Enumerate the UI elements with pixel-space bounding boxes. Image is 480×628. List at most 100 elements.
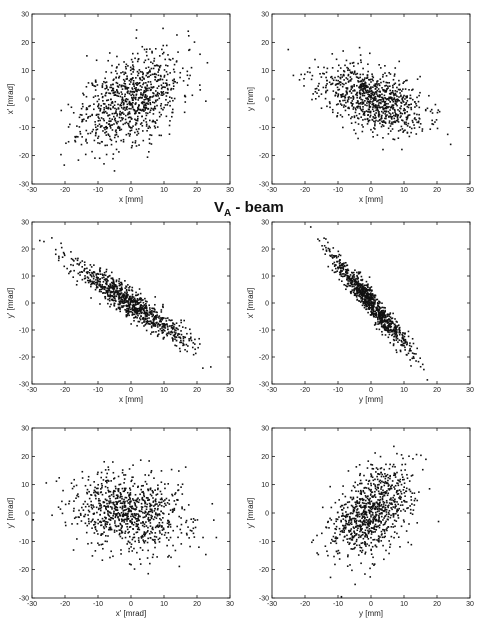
scatter-point (388, 509, 391, 512)
scatter-point (418, 113, 420, 116)
scatter-point (104, 77, 106, 80)
scatter-point (135, 513, 138, 515)
scatter-point (378, 315, 380, 318)
scatter-point (367, 300, 370, 302)
scatter-point (370, 95, 373, 97)
scatter-point (118, 129, 121, 131)
scatter-point (384, 101, 386, 103)
scatter-point (110, 98, 112, 101)
scatter-point (360, 80, 363, 82)
scatter-point (126, 514, 128, 516)
scatter-point (377, 318, 379, 321)
scatter-point (140, 488, 142, 491)
scatter-point (371, 289, 373, 292)
scatter-point (360, 275, 363, 278)
scatter-point (121, 93, 123, 95)
scatter-point (378, 115, 380, 118)
scatter-point (158, 55, 161, 57)
scatter-point (399, 504, 402, 507)
scatter-point (366, 89, 369, 92)
scatter-point (198, 546, 200, 549)
scatter-point (156, 556, 158, 558)
scatter-point (372, 106, 374, 109)
scatter-point (78, 509, 80, 512)
scatter-point (185, 521, 187, 524)
scatter-point (121, 295, 123, 298)
scatter-point (89, 274, 92, 276)
scatter-point (98, 280, 100, 283)
scatter-point (103, 505, 105, 507)
scatter-point (111, 287, 114, 290)
scatter-point (38, 239, 41, 242)
scatter-point (139, 558, 141, 560)
scatter-point (381, 319, 384, 322)
scatter-point (128, 550, 130, 553)
scatter-point (114, 497, 117, 500)
scatter-point (126, 108, 128, 111)
scatter-point (154, 504, 156, 506)
scatter-point (162, 91, 165, 93)
scatter-point (109, 305, 111, 308)
scatter-point (353, 129, 355, 131)
scatter-point (105, 71, 107, 73)
scatter-point (124, 122, 126, 125)
scatter-point (120, 502, 123, 505)
scatter-point (405, 121, 407, 124)
scatter-point (67, 103, 70, 106)
scatter-point (105, 480, 107, 483)
scatter-point (378, 308, 381, 310)
scatter-point (182, 80, 185, 82)
scatter-point (121, 526, 123, 528)
scatter-point (375, 85, 377, 88)
scatter-point (136, 525, 139, 528)
scatter-point (105, 521, 108, 523)
scatter-point (141, 549, 144, 551)
scatter-point (165, 91, 167, 94)
scatter-point (115, 289, 117, 292)
scatter-point (154, 303, 156, 306)
scatter-point (182, 344, 184, 347)
scatter-point (141, 108, 144, 111)
scatter-point (70, 251, 72, 253)
scatter-point (97, 483, 99, 486)
scatter-point (103, 80, 105, 83)
scatter-point (152, 497, 154, 499)
scatter-point (93, 85, 96, 87)
scatter-point (355, 278, 358, 280)
scatter-point (155, 311, 157, 313)
scatter-point (399, 116, 402, 119)
scatter-point (332, 254, 335, 257)
scatter-point (125, 292, 127, 295)
scatter-point (100, 93, 103, 95)
scatter-point (144, 480, 147, 483)
scatter-point (119, 502, 122, 504)
scatter-point (146, 557, 149, 559)
scatter-point (384, 113, 387, 115)
scatter-point (317, 66, 320, 68)
scatter-point (129, 90, 132, 93)
scatter-point (85, 531, 88, 534)
scatter-point (136, 134, 138, 136)
scatter-point (148, 532, 151, 535)
scatter-point (114, 490, 116, 493)
scatter-point (172, 82, 175, 85)
scatter-point (87, 281, 90, 284)
scatter-point (137, 523, 139, 526)
scatter-point (369, 106, 372, 108)
scatter-point (395, 320, 398, 323)
scatter-point (370, 549, 372, 552)
scatter-point (115, 110, 117, 112)
scatter-point (93, 103, 95, 105)
scatter-point (378, 94, 381, 96)
scatter-point (106, 521, 109, 524)
scatter-point (100, 488, 102, 490)
scatter-point (120, 518, 123, 520)
scatter-point (168, 524, 170, 526)
scatter-point (190, 339, 193, 342)
scatter-point (180, 532, 183, 534)
scatter-point (342, 485, 344, 487)
scatter-point (149, 119, 151, 122)
scatter-point (137, 485, 139, 488)
y-tick-label: 30 (21, 12, 29, 19)
scatter-point (395, 327, 397, 330)
